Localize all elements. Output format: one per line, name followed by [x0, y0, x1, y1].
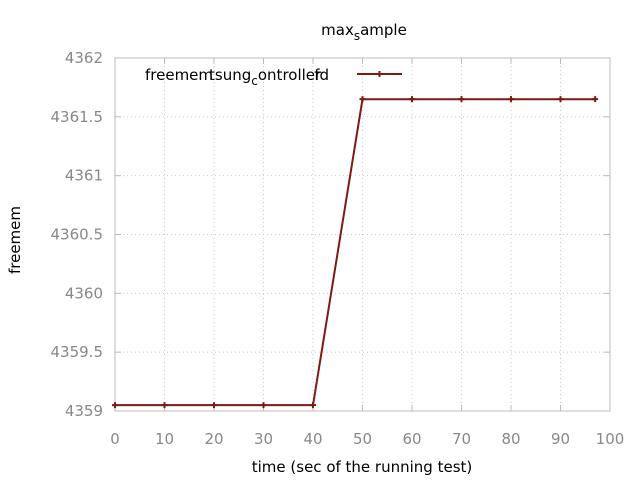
series-layer [112, 96, 599, 409]
x-tick-label: 40 [303, 430, 322, 448]
x-tick-label: 100 [596, 430, 625, 448]
data-point [409, 96, 415, 103]
legend-label-subscript: c [251, 74, 258, 88]
legend-label: freememtsungcontrollerfd [145, 66, 329, 88]
y-tick-label: 4359.5 [51, 343, 104, 361]
data-point [161, 402, 168, 409]
legend-label-part: ontroller [258, 66, 322, 84]
y-axis-title: freemem [6, 206, 24, 274]
series-line [115, 98, 596, 407]
y-tick-label: 4361.5 [51, 108, 104, 126]
y-axis: 4359 4359.5 4360 4360.5 4361 4361.5 4362 [51, 49, 610, 420]
x-tick-label: 20 [204, 430, 223, 448]
legend-marker-swatch [376, 71, 383, 77]
data-point [359, 96, 366, 103]
x-tick-label: 0 [110, 430, 120, 448]
y-tick-label: 4359 [65, 402, 103, 420]
x-tick-label: 60 [402, 430, 421, 448]
chart-title-rest: ample [360, 21, 407, 39]
x-tick-label: 80 [501, 430, 520, 448]
x-tick-label: 50 [353, 430, 372, 448]
data-point [260, 402, 267, 409]
chart-title-part: max [321, 21, 354, 39]
data-point [508, 96, 514, 103]
data-point [557, 96, 564, 103]
data-point [211, 402, 217, 409]
y-tick-label: 4362 [65, 49, 103, 67]
chart-title-subscript: s [354, 29, 360, 43]
y-tick-label: 4361 [65, 167, 103, 185]
chart-title: maxsample [321, 21, 407, 43]
x-tick-label: 30 [254, 430, 273, 448]
legend: freememtsungcontrollerfd [145, 66, 402, 88]
x-axis: 0 10 20 30 40 50 60 70 80 90 100 [110, 58, 624, 448]
data-point [592, 96, 599, 103]
data-point [458, 96, 465, 103]
data-point [310, 402, 316, 409]
legend-label-part: freemem [145, 66, 213, 84]
data-point [112, 402, 118, 409]
y-tick-label: 4360 [65, 284, 103, 302]
x-axis-title: time (sec of the running test) [252, 458, 473, 476]
x-tick-label: 90 [551, 430, 570, 448]
legend-label-part: fd [314, 66, 329, 84]
legend-label-part: tsung [209, 66, 251, 84]
grid [115, 58, 610, 411]
x-tick-label: 70 [452, 430, 471, 448]
x-tick-label: 10 [155, 430, 174, 448]
y-tick-label: 4360.5 [51, 226, 104, 244]
